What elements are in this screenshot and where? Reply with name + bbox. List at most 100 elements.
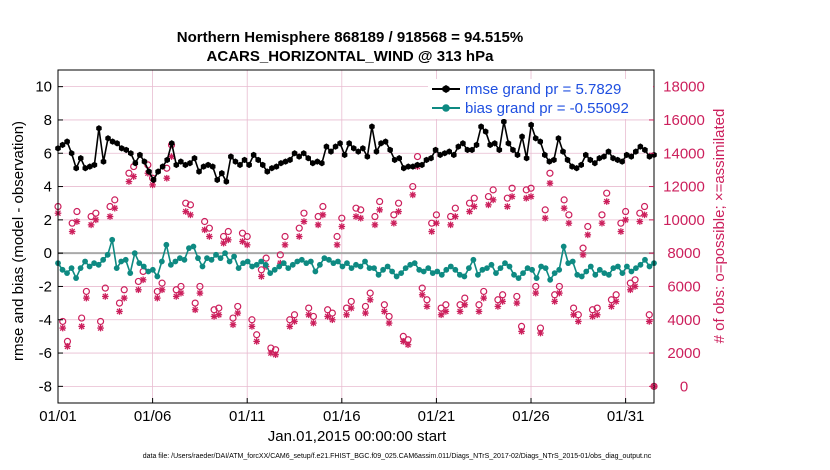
- series-point: [344, 260, 350, 267]
- obs-assimilated-point: [314, 221, 322, 229]
- obs-assimilated-point: [404, 341, 412, 349]
- left-tick-label: -6: [39, 345, 52, 362]
- series-point: [159, 163, 166, 170]
- right-tick-label: 0: [680, 378, 688, 395]
- obs-assimilated-point: [362, 309, 369, 317]
- asterisk-stroke: [353, 213, 359, 220]
- series-point: [451, 151, 457, 159]
- series-point: [515, 275, 522, 282]
- series-point: [391, 156, 398, 164]
- asterisk-stroke: [433, 220, 440, 227]
- x-tick-label: 01/31: [607, 408, 645, 425]
- series-point: [132, 160, 139, 167]
- series-point: [177, 255, 183, 262]
- series-point: [253, 261, 260, 268]
- obs-possible-point: [394, 199, 403, 207]
- obs-possible-point: [347, 297, 355, 306]
- obs-assimilated-point: [286, 323, 294, 330]
- obs-assimilated-point: [248, 323, 256, 330]
- series-point: [529, 266, 535, 273]
- obs-assimilated-point: [343, 311, 350, 319]
- x-axis-ticks: 01/01 01/06 01/11 01/16 01/21 01/26 01/31: [39, 398, 644, 425]
- obs-possible-point: [229, 314, 237, 322]
- series-point: [619, 158, 625, 165]
- series-point: [487, 141, 493, 149]
- series-point: [452, 266, 459, 273]
- asterisk-stroke: [551, 298, 558, 305]
- series-point: [240, 260, 247, 267]
- obs-possible-point: [215, 304, 223, 312]
- series-point: [446, 148, 452, 155]
- series-point: [330, 260, 337, 267]
- series-point: [137, 151, 143, 159]
- series-point: [501, 118, 507, 125]
- obs-assimilated-point: [239, 238, 246, 245]
- series-point: [596, 266, 603, 273]
- asterisk-stroke: [622, 216, 629, 223]
- obs-possible-point: [338, 214, 346, 222]
- obs-assimilated-point: [480, 294, 488, 302]
- obs-assimilated-point: [579, 251, 587, 259]
- series-point: [169, 140, 175, 147]
- asterisk-stroke: [83, 295, 90, 302]
- series-point: [556, 266, 563, 273]
- series-point: [387, 146, 393, 154]
- obs-assimilated-point: [130, 173, 137, 180]
- series-point: [519, 133, 525, 140]
- series-point: [384, 263, 391, 270]
- series-point: [441, 150, 448, 157]
- obs-possible-point: [361, 302, 370, 311]
- series-point: [300, 150, 307, 157]
- series-point: [366, 265, 373, 272]
- series-point: [113, 265, 120, 272]
- obs-assimilated-point: [347, 304, 355, 312]
- obs-possible-point: [120, 286, 128, 294]
- obs-possible-point: [617, 219, 625, 227]
- obs-possible-point: [593, 304, 601, 312]
- series-point: [150, 176, 157, 184]
- asterisk-stroke: [97, 325, 104, 332]
- asterisk-stroke: [442, 308, 449, 315]
- obs-possible-point: [475, 301, 483, 309]
- obs-assimilated-point: [612, 298, 620, 305]
- obs-assimilated-point: [139, 276, 147, 284]
- series-point: [438, 271, 445, 278]
- obs-assimilated-point: [400, 338, 407, 345]
- series-point: [542, 151, 548, 159]
- asterisk-stroke: [381, 308, 388, 315]
- series-point: [86, 263, 93, 270]
- obs-possible-point: [333, 232, 341, 241]
- obs-assimilated-point: [68, 228, 76, 235]
- series-point: [425, 265, 432, 272]
- asterisk-stroke: [149, 181, 156, 188]
- series-point: [614, 263, 621, 270]
- series-point: [402, 265, 409, 272]
- series-point: [105, 135, 111, 142]
- series-point: [642, 256, 648, 263]
- asterisk-stroke: [466, 208, 473, 215]
- series-point: [601, 153, 607, 160]
- series-point: [332, 143, 339, 150]
- series-point: [255, 156, 261, 164]
- obs-assimilated-point: [489, 196, 497, 204]
- left-tick-label: 2: [44, 212, 52, 229]
- series-point: [136, 260, 143, 267]
- series-point: [523, 155, 530, 162]
- series-point: [583, 151, 589, 159]
- series-point: [578, 161, 584, 169]
- asterisk-stroke: [518, 328, 525, 335]
- series-point: [77, 265, 84, 272]
- series-point: [542, 265, 549, 272]
- series-point: [127, 270, 134, 277]
- series-point: [167, 261, 174, 268]
- obs-assimilated-point: [177, 289, 185, 297]
- series-point: [592, 271, 599, 278]
- series-point: [303, 260, 310, 267]
- obs-possible-point: [257, 266, 265, 274]
- series-point: [429, 270, 436, 277]
- series-point: [524, 265, 531, 272]
- series-point: [510, 146, 516, 154]
- series-point: [592, 160, 598, 167]
- asterisk-stroke: [556, 290, 563, 297]
- series-point: [511, 271, 517, 278]
